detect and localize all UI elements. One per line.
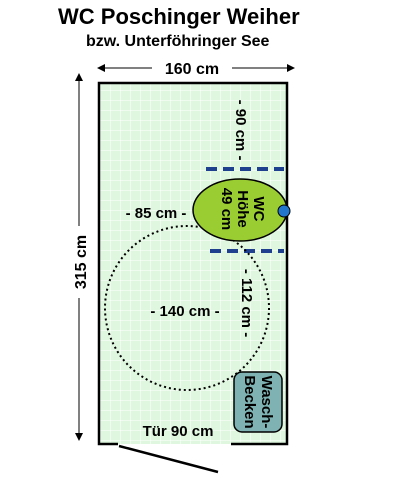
sink-label-line1: Wasch- <box>258 376 275 429</box>
flush-button-icon <box>277 204 291 218</box>
sink-label-line2: Becken <box>241 375 258 428</box>
width-label: 160 cm <box>165 61 219 78</box>
wc-side-clearance-label: - 85 cm - <box>126 205 187 222</box>
room-walls <box>97 81 289 446</box>
door-label: Tür 90 cm <box>143 423 214 440</box>
wc-label-line3: 49 cm <box>218 188 235 231</box>
sink <box>233 371 283 433</box>
door-leaf <box>118 444 219 474</box>
turning-circle <box>104 225 270 391</box>
page-subtitle: bzw. Unterföhringer See <box>86 33 270 50</box>
wc-label-line2: Höhe <box>234 190 251 228</box>
wc-top-clearance-label: - 90 cm - <box>232 100 249 161</box>
height-label: 315 cm <box>73 235 90 289</box>
turning-circle-label: - 140 cm - <box>150 303 219 320</box>
wc-bottom-clearance-label: - 112 cm - <box>238 269 255 337</box>
page-title: WC Poschinger Weiher <box>58 4 300 29</box>
wc-label-line1: WC <box>250 197 267 222</box>
